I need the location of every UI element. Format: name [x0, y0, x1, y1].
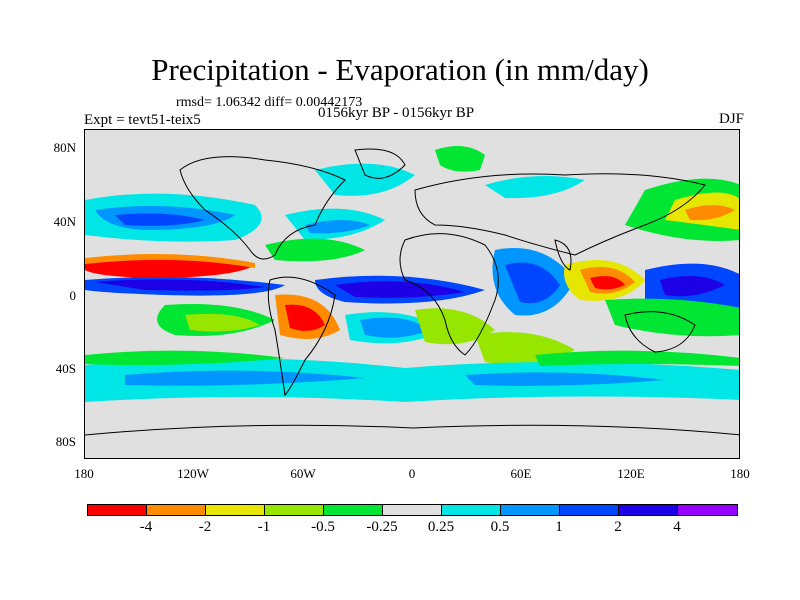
colorbar-swatch	[442, 505, 501, 515]
lat-label-80n: 80N	[53, 140, 76, 155]
precip-evap-map	[85, 146, 739, 436]
lat-label-40s: 40S	[55, 361, 76, 376]
lon-label-120w: 120W	[177, 466, 209, 481]
colorbar-label: -1	[257, 519, 271, 535]
colorbar-label: 0.5	[490, 519, 510, 535]
lon-label-180w: 180	[74, 466, 94, 481]
colorbar-label: 4	[673, 519, 681, 535]
colorbar	[87, 504, 738, 516]
lat-label-40n: 40N	[53, 214, 76, 229]
lon-label-60w: 60W	[290, 466, 316, 481]
lon-label-180e: 180	[730, 466, 750, 481]
lon-label-120e: 120E	[617, 466, 645, 481]
colorbar-label: 1	[555, 519, 563, 535]
colorbar-label: 2	[614, 519, 622, 535]
colorbar-swatch	[206, 505, 265, 515]
lat-label-80s: 80S	[55, 434, 76, 449]
lon-label-0: 0	[408, 466, 416, 481]
colorbar-swatch	[501, 505, 560, 515]
lon-label-60e: 60E	[510, 466, 532, 481]
stats-line: rmsd= 1.06342 diff= 0.00442173	[176, 95, 363, 110]
colorbar-swatch	[147, 505, 206, 515]
colorbar-label: -0.5	[311, 519, 335, 535]
colorbar-label: -2	[198, 519, 212, 535]
field-layer	[85, 146, 739, 402]
lat-label-0: 0	[69, 288, 77, 303]
experiment-label: Expt = tevt51-teix5	[84, 112, 201, 128]
coastlines	[85, 148, 739, 436]
colorbar-label: 0.25	[427, 519, 455, 535]
colorbar-swatch	[383, 505, 442, 515]
period-label: 0156kyr BP - 0156kyr BP	[318, 105, 475, 121]
colorbar-label: -4	[139, 519, 153, 535]
colorbar-swatch	[619, 505, 678, 515]
colorbar-swatch	[324, 505, 383, 515]
colorbar-swatch	[88, 505, 147, 515]
colorbar-swatch	[678, 505, 737, 515]
plot-title: Precipitation - Evaporation (in mm/day)	[151, 52, 649, 87]
colorbar-label: -0.25	[366, 519, 398, 535]
map-panel	[84, 129, 740, 459]
colorbar-swatch	[265, 505, 324, 515]
season-label: DJF	[718, 111, 744, 127]
colorbar-swatch	[560, 505, 619, 515]
